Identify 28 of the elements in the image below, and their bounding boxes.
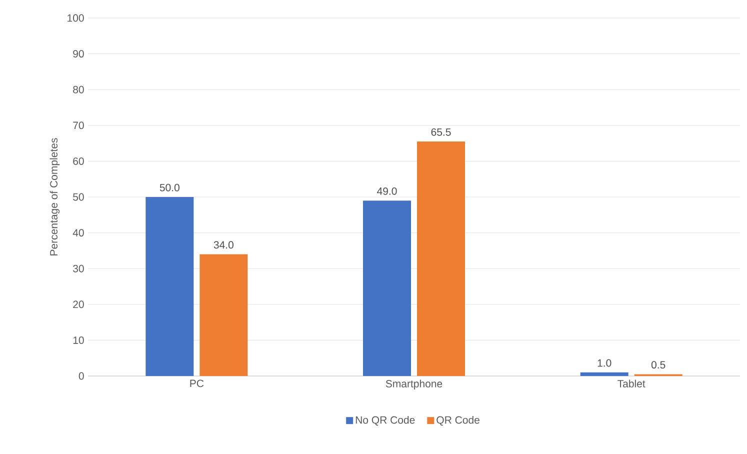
bar	[200, 254, 248, 376]
y-tick-label: 10	[73, 336, 84, 344]
data-label: 49.0	[377, 187, 397, 195]
data-label: 50.0	[160, 184, 180, 192]
x-tick-label: Smartphone	[386, 380, 442, 390]
y-tick-label: 100	[68, 14, 84, 22]
y-tick-label: 40	[72, 229, 84, 237]
legend-label: No QR Code	[356, 416, 415, 426]
y-axis-title: Percentage of Completes	[50, 138, 60, 256]
x-tick-label: PC	[190, 380, 204, 388]
data-label: 34.0	[214, 241, 234, 249]
data-label: 1.0	[598, 359, 612, 367]
bar	[417, 142, 466, 376]
y-tick-label: 0	[78, 372, 84, 380]
y-tick-label: 30	[73, 264, 84, 272]
y-tick-label: 50	[73, 193, 84, 201]
y-tick-label: 90	[73, 50, 84, 58]
y-tick-label: 70	[73, 122, 84, 130]
data-label: 65.5	[431, 128, 451, 136]
bar	[580, 372, 628, 376]
y-tick-label: 60	[73, 157, 84, 165]
bar	[363, 200, 412, 376]
legend-label: QR Code	[436, 416, 480, 426]
bar	[146, 196, 194, 376]
y-tick-label: 20	[73, 300, 84, 308]
y-tick-label: 80	[73, 86, 84, 94]
x-tick-label: Tablet	[618, 380, 646, 388]
data-label: 0.5	[651, 361, 666, 369]
